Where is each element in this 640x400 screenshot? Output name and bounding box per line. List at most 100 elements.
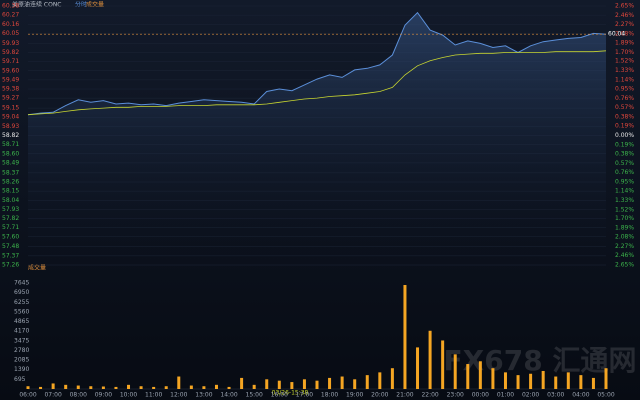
y-tick-label: 57.82 (2, 215, 19, 222)
y-tick-label: 6255 (14, 299, 29, 306)
volume-bar (566, 372, 570, 389)
y2-tick-label: 1.33% (615, 67, 634, 74)
y-tick-label: 57.37 (2, 252, 19, 259)
y-tick-label: 3475 (14, 337, 29, 344)
y2-tick-label: 2.65% (615, 262, 634, 269)
y-tick-label: 59.04 (2, 114, 19, 121)
volume-bar (252, 384, 256, 389)
y-tick-label: 1390 (14, 366, 29, 373)
y-tick-label: 6950 (14, 289, 29, 296)
x-tick-label: 11:00 (145, 392, 162, 399)
x-tick-label: 02:00 (522, 392, 539, 399)
volume-bar (353, 379, 357, 389)
y2-tick-label: 0.19% (615, 123, 634, 130)
y-tick-label: 60.27 (2, 12, 19, 19)
volume-bar (453, 354, 457, 389)
x-tick-label: 05:00 (597, 392, 614, 399)
y2-tick-label: 2.08% (615, 234, 634, 241)
volume-bar (164, 386, 168, 389)
y-tick-label: 59.60 (2, 67, 19, 74)
volume-bar (202, 386, 206, 389)
x-tick-label: 18:00 (321, 392, 338, 399)
y-tick-label: 60.16 (2, 21, 19, 28)
volume-bar (541, 370, 545, 389)
volume-bar (340, 376, 344, 389)
volume-bar (591, 377, 595, 389)
tab[interactable]: 成交量 (86, 1, 104, 9)
volume-bar (114, 386, 118, 389)
volume-title: 成交量 (28, 264, 46, 272)
y-tick-label: 59.93 (2, 40, 19, 47)
y-tick-label: 695 (14, 376, 26, 383)
volume-bar (64, 384, 68, 389)
cursor-label: 03/26-15:38 (272, 390, 309, 397)
y2-tick-label: 0.76% (615, 95, 634, 102)
x-tick-label: 04:00 (572, 392, 589, 399)
price-area (28, 12, 606, 265)
y2-tick-label: 0.95% (615, 86, 634, 93)
y-tick-label: 57.60 (2, 233, 19, 240)
x-tick-label: 00:00 (472, 392, 489, 399)
tab[interactable]: 分时 (75, 1, 87, 9)
volume-bar (416, 347, 420, 389)
y-tick-label: 57.26 (2, 262, 19, 269)
volume-bar (51, 383, 55, 389)
average-line (27, 50, 607, 116)
y-tick-label: 4170 (14, 328, 29, 335)
volume-bar (365, 375, 369, 389)
y2-tick-label: 1.14% (615, 188, 634, 195)
y-tick-label: 58.15 (2, 188, 19, 195)
y2-tick-label: 1.89% (615, 224, 634, 231)
y2-tick-label: 2.65% (615, 3, 634, 10)
volume-bar (214, 384, 218, 389)
volume-bar (265, 379, 269, 389)
last-price-label: 60.04 (608, 31, 625, 38)
volume-bar (101, 386, 105, 389)
y2-tick-label: 0.19% (615, 141, 634, 148)
y2-tick-label: 2.46% (615, 12, 634, 19)
x-tick-label: 13:00 (195, 392, 212, 399)
volume-bar (378, 372, 382, 389)
y-tick-label: 57.71 (2, 224, 19, 231)
x-tick-label: 21:00 (396, 392, 413, 399)
volume-bar (302, 379, 306, 389)
y2-tick-label: 2.08% (615, 30, 634, 37)
y2-tick-label: 2.46% (615, 252, 634, 259)
y2-tick-label: 2.27% (615, 21, 634, 28)
y2-tick-label: 0.95% (615, 178, 634, 185)
x-tick-label: 10:00 (120, 392, 137, 399)
x-tick-label: 01:00 (497, 392, 514, 399)
y-tick-label: 2085 (14, 357, 29, 364)
volume-bar (89, 386, 93, 389)
y-tick-label: 58.49 (2, 159, 19, 166)
y2-tick-label: 1.70% (615, 215, 634, 222)
volume-bar (478, 361, 482, 389)
watermark: FX678 汇通网 (444, 344, 637, 377)
y-tick-label: 58.37 (2, 169, 19, 176)
volume-bar (277, 380, 281, 389)
volume-bar (177, 376, 181, 389)
volume-bar (290, 382, 294, 389)
volume-bar (466, 364, 470, 389)
x-tick-label: 12:00 (170, 392, 187, 399)
y-tick-label: 59.82 (2, 49, 19, 56)
volume-bar (403, 285, 407, 389)
volume-bar (152, 386, 156, 389)
volume-bar (227, 386, 231, 389)
x-tick-label: 15:00 (246, 392, 263, 399)
y-tick-label: 60.38 (2, 3, 19, 10)
y2-tick-label: 0.00% (615, 132, 634, 139)
y2-tick-label: 1.70% (615, 49, 634, 56)
y2-tick-label: 0.57% (615, 104, 634, 111)
y-tick-label: 59.27 (2, 95, 19, 102)
y-tick-label: 5560 (14, 308, 29, 315)
volume-bar (328, 377, 332, 389)
y-tick-label: 59.71 (2, 58, 19, 65)
volume-bar (26, 386, 30, 389)
price-line (27, 11, 607, 116)
volume-bar (579, 375, 583, 389)
volume-bar (503, 372, 507, 389)
volume-bar (39, 386, 43, 389)
y2-tick-label: 0.38% (615, 113, 634, 120)
volume-bar (240, 377, 244, 389)
